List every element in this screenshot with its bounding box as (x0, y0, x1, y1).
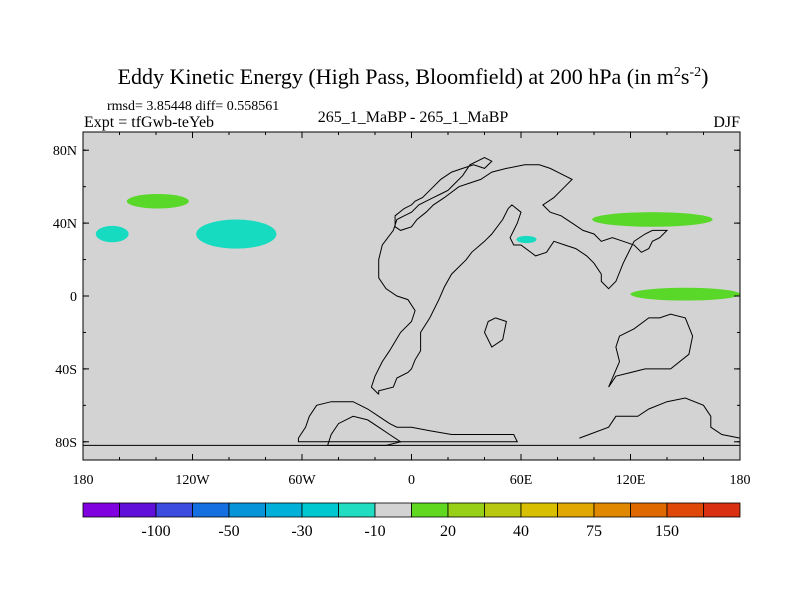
colorbar-swatch (484, 502, 522, 518)
colorbar-swatch (557, 502, 595, 518)
x-axis: 180 120W 60W 0 60E 120E 180 (73, 132, 751, 488)
colorbar-swatch (447, 502, 485, 518)
y-tick-label: 0 (70, 290, 77, 305)
colorbar-label: -50 (218, 523, 239, 540)
cyan-patch-west-pacific (95, 225, 129, 243)
stats-label: rmsd= 3.85448 diff= 0.558561 (107, 99, 279, 114)
coastline-5 (327, 415, 402, 446)
colorbar-swatch (228, 502, 266, 518)
coastline-0 (370, 156, 669, 395)
colorbar-swatch (520, 502, 558, 518)
coastlines (83, 156, 741, 446)
colorbar: -100 -50 -30 -10 20 40 75 150 (82, 502, 741, 540)
green-patch-north-pacific (126, 193, 189, 209)
coastline-1 (483, 317, 507, 348)
y-tick-label: 80S (55, 436, 77, 451)
x-tick-label: 120W (175, 473, 210, 488)
colorbar-label: -30 (291, 523, 312, 540)
colorbar-swatch (192, 502, 230, 518)
x-tick-label: 180 (730, 473, 751, 488)
cyan-patch-mideast (516, 235, 537, 244)
y-tick-label: 40N (53, 217, 77, 232)
colorbar-swatch (82, 502, 120, 518)
colorbar-swatch (374, 502, 412, 518)
colorbar-swatch (411, 502, 449, 518)
colorbar-label: 40 (513, 523, 529, 540)
green-patch-equatorial-pacific (630, 287, 740, 301)
coastline-6 (579, 397, 741, 439)
y-tick-label: 80N (53, 144, 77, 159)
expt-label: Expt = tfGwb-teYeb (84, 114, 214, 131)
colorbar-swatch (155, 502, 193, 518)
colorbar-swatch (338, 502, 376, 518)
anomaly-patches (95, 193, 740, 301)
colorbar-label: 150 (655, 523, 679, 540)
cyan-patch-east-pacific (196, 219, 277, 249)
x-tick-label: 60E (510, 473, 533, 488)
colorbar-swatch (593, 502, 631, 518)
colorbar-swatch (119, 502, 157, 518)
y-tick-label: 40S (55, 363, 77, 378)
colorbar-swatch (666, 502, 704, 518)
y-axis: 80N 40N 0 40S 80S (53, 144, 740, 451)
x-tick-label: 180 (73, 473, 94, 488)
colorbar-label: 75 (586, 523, 602, 540)
colorbar-label: 20 (440, 523, 456, 540)
season-label: DJF (713, 114, 740, 131)
chart-title: Eddy Kinetic Energy (High Pass, Bloomfie… (118, 64, 709, 89)
colorbar-swatch (703, 502, 741, 518)
x-tick-label: 60W (288, 473, 316, 488)
colorbar-swatch (630, 502, 668, 518)
map-background (83, 132, 740, 460)
x-tick-label: 0 (408, 473, 415, 488)
coastline-3 (297, 401, 519, 443)
coastline-2 (608, 313, 694, 388)
green-patch-north-asia-pacific (592, 212, 713, 227)
colorbar-label: -100 (141, 523, 170, 540)
colorbar-label: -10 (364, 523, 385, 540)
x-tick-label: 120E (616, 473, 646, 488)
colorbar-swatch (301, 502, 339, 518)
center-label: 265_1_MaBP - 265_1_MaBP (318, 109, 509, 126)
colorbar-swatch (265, 502, 303, 518)
